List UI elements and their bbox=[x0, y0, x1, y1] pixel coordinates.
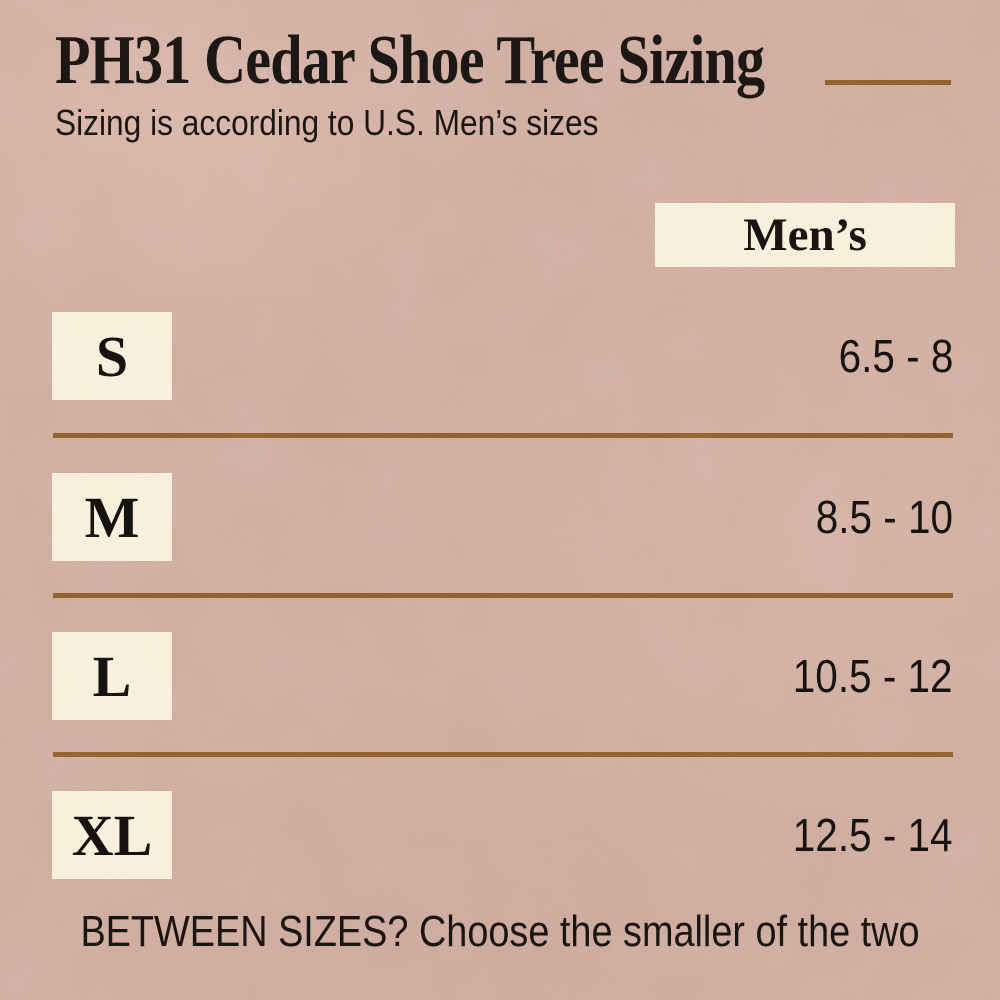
size-badge-s: S bbox=[52, 312, 172, 400]
size-range-value-m: 8.5 - 10 bbox=[815, 491, 953, 543]
size-badge-l: L bbox=[52, 632, 172, 720]
size-badge-xl: XL bbox=[52, 791, 172, 879]
size-badge-m: M bbox=[52, 473, 172, 561]
size-label-xl: XL bbox=[71, 802, 153, 868]
size-range-value-l: 10.5 - 12 bbox=[793, 650, 953, 702]
size-range-cell-xl: 12.5 - 14 bbox=[553, 791, 953, 879]
size-range-cell-m: 8.5 - 10 bbox=[553, 473, 953, 561]
size-range-value-xl: 12.5 - 14 bbox=[793, 809, 953, 861]
between-sizes-footnote: BETWEEN SIZES? Choose the smaller of the… bbox=[80, 907, 920, 956]
size-range-cell-s: 6.5 - 8 bbox=[553, 312, 953, 400]
size-label-s: S bbox=[95, 323, 129, 389]
title-dash-decoration bbox=[825, 80, 951, 85]
column-header-label: Men’s bbox=[743, 209, 867, 261]
column-header-badge: Men’s bbox=[655, 203, 955, 267]
page-title: PH31 Cedar Shoe Tree Sizing bbox=[55, 22, 765, 99]
row-divider-2 bbox=[53, 593, 953, 598]
row-divider-1 bbox=[53, 433, 953, 438]
size-label-l: L bbox=[92, 643, 132, 709]
size-label-m: M bbox=[84, 484, 140, 550]
row-divider-3 bbox=[53, 752, 953, 757]
page-subtitle: Sizing is according to U.S. Men’s sizes bbox=[55, 102, 599, 143]
size-range-value-s: 6.5 - 8 bbox=[838, 330, 953, 382]
size-range-cell-l: 10.5 - 12 bbox=[553, 632, 953, 720]
